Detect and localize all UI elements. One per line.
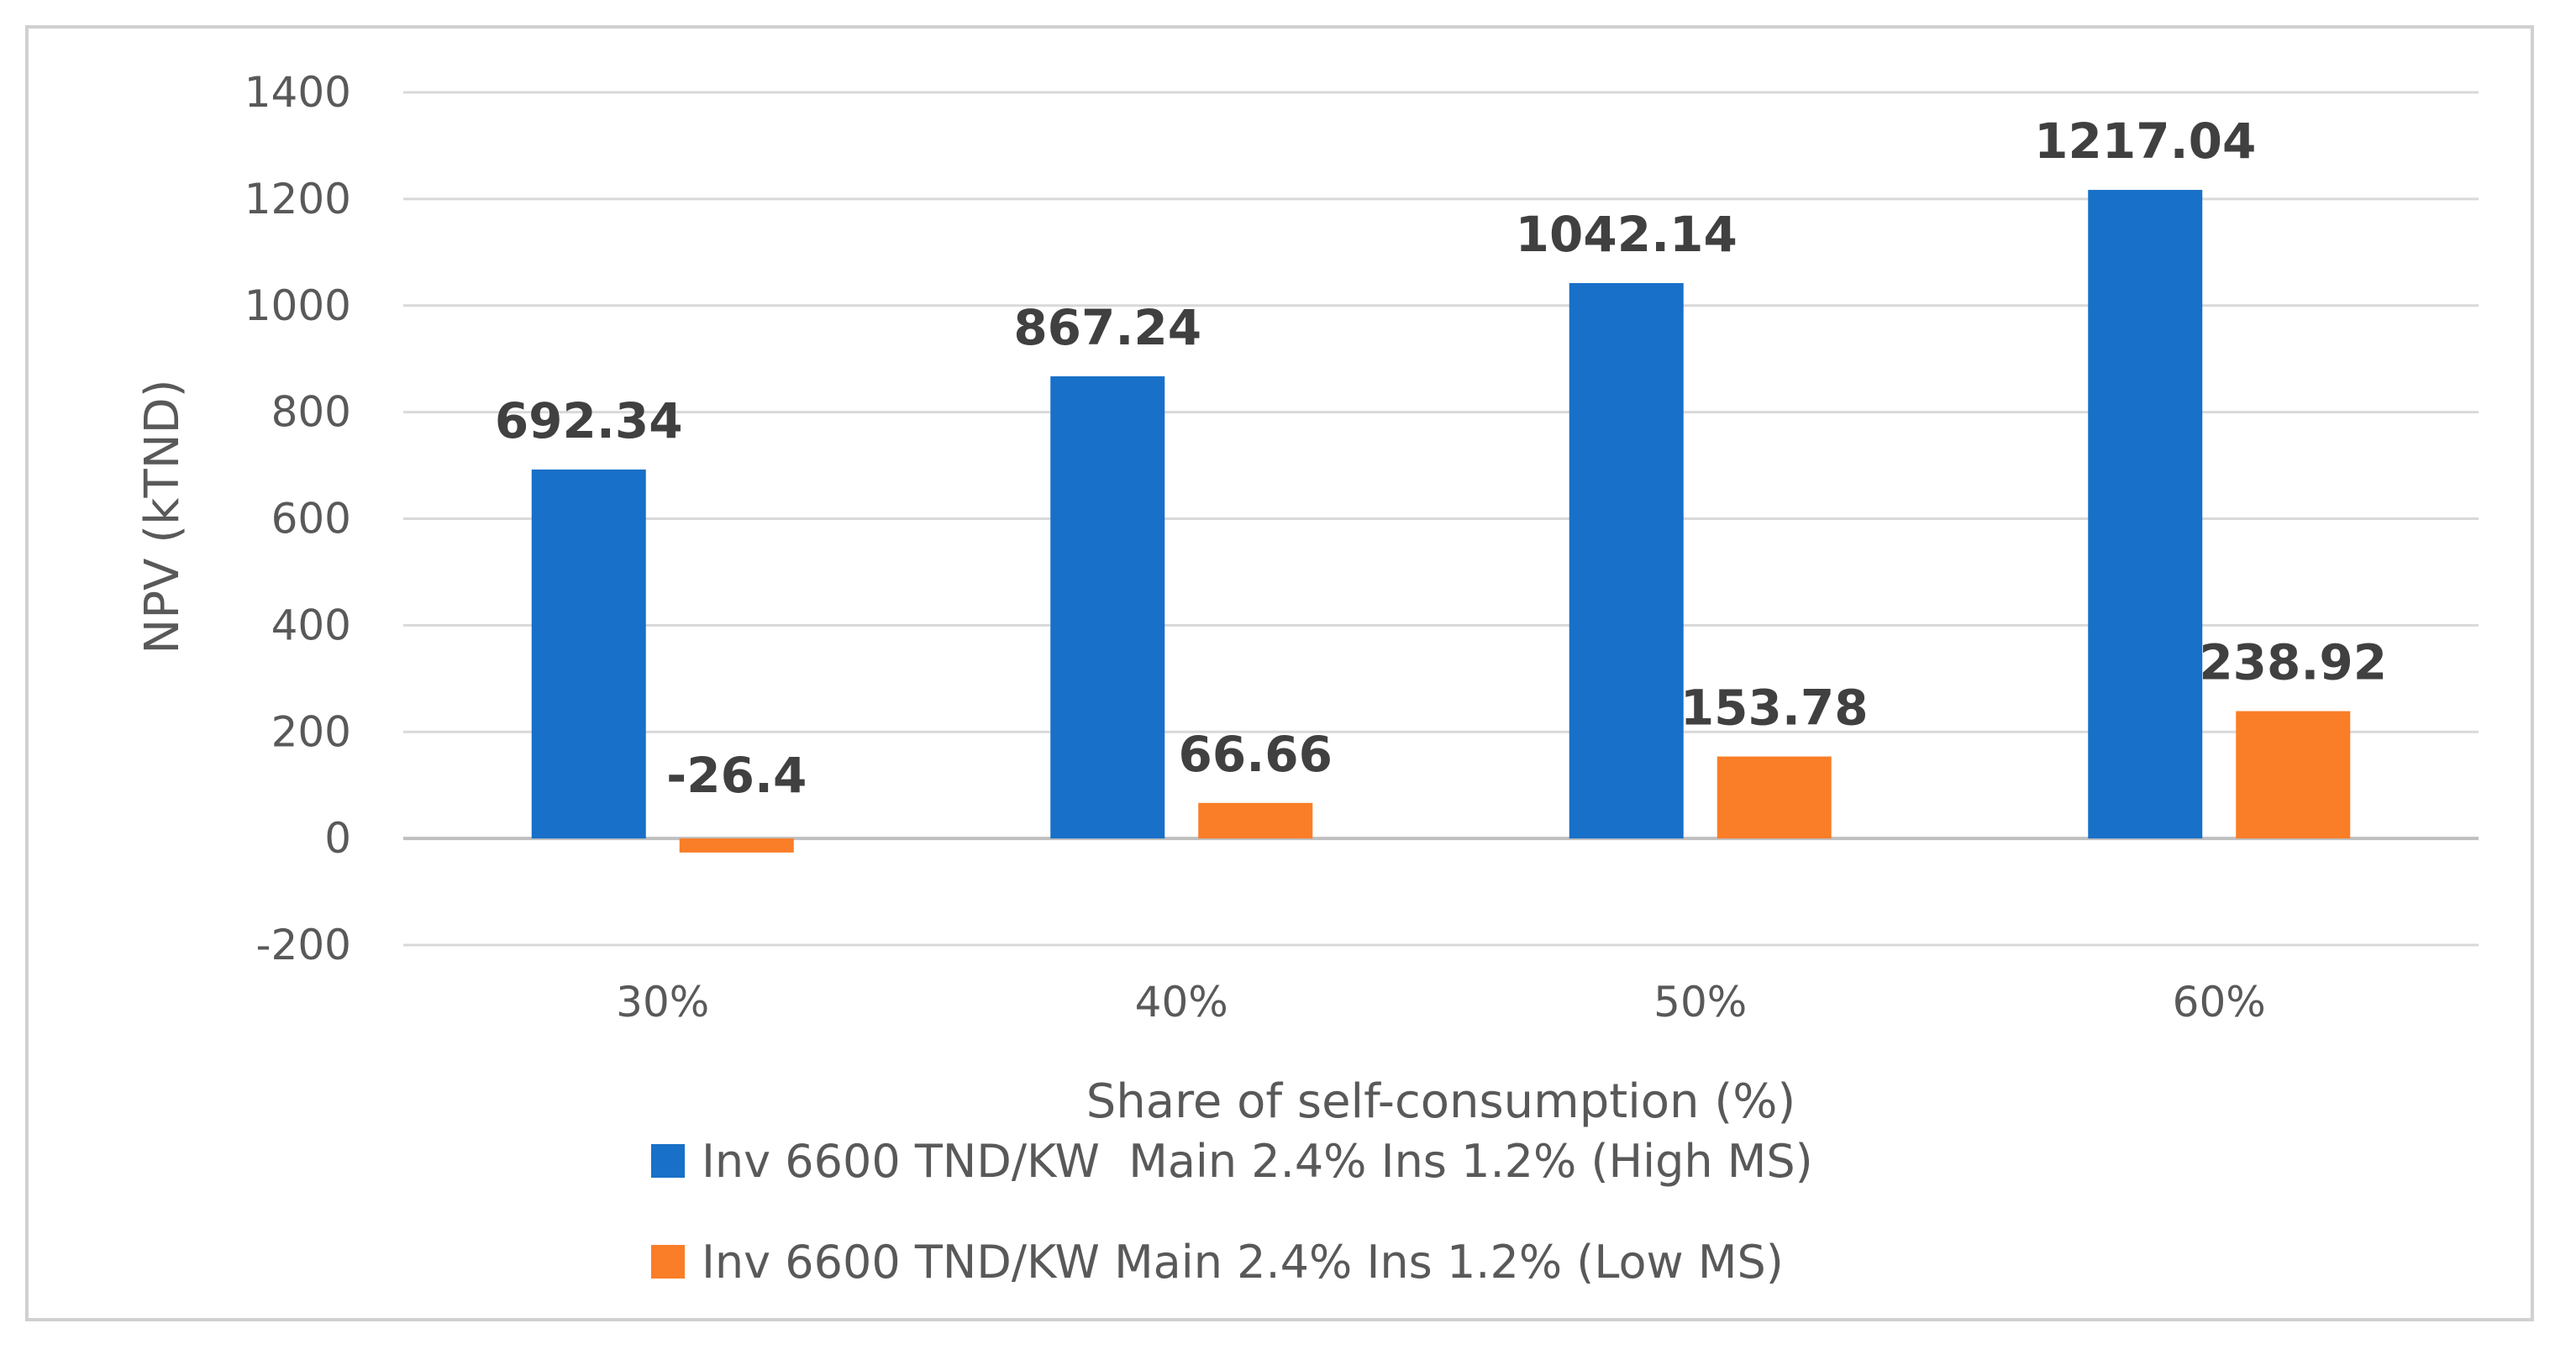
x-axis-title: Share of self-consumption (%) (1086, 1074, 1796, 1129)
y-tick-label: 0 (324, 814, 351, 863)
data-label: 692.34 (495, 392, 683, 449)
legend-label: Inv 6600 TND/KW Main 2.4% Ins 1.2% (High… (702, 1135, 1813, 1188)
bar-high-ms (1050, 375, 1165, 839)
bar-low-ms (2236, 711, 2351, 839)
bar-low-ms (1716, 756, 1832, 839)
legend-label: Inv 6600 TND/KW Main 2.4% Ins 1.2% (Low … (702, 1236, 1784, 1289)
data-label: 153.78 (1680, 680, 1869, 737)
y-axis-title: NPV (kTND) (135, 379, 190, 654)
y-tick-label: 1200 (244, 175, 351, 223)
data-label: 66.66 (1179, 726, 1333, 783)
y-tick-label: 600 (271, 495, 351, 543)
bar-low-ms (1198, 802, 1313, 839)
data-label: 1042.14 (1516, 206, 1737, 263)
data-label: 238.92 (2199, 634, 2387, 691)
y-tick-label: 1000 (244, 281, 351, 330)
bar-high-ms (531, 469, 646, 839)
data-label: -26.4 (666, 747, 807, 804)
y-tick-label: 1400 (244, 68, 351, 117)
data-label: 1217.04 (2034, 113, 2256, 170)
x-tick-label: 40% (1135, 978, 1228, 1027)
y-tick-label: 200 (271, 707, 351, 756)
x-tick-label: 60% (2173, 978, 2266, 1027)
y-tick-label: 800 (271, 388, 351, 437)
y-tick-label: -200 (256, 921, 351, 969)
bar-low-ms (679, 838, 794, 853)
x-tick-label: 50% (1653, 978, 1747, 1027)
bar-high-ms (2088, 190, 2203, 839)
legend-swatch (651, 1245, 685, 1279)
x-tick-label: 30% (616, 978, 709, 1027)
bar-high-ms (1569, 283, 1684, 839)
data-label: 867.24 (1013, 299, 1201, 356)
legend-swatch (651, 1144, 685, 1178)
y-tick-label: 400 (271, 601, 351, 649)
